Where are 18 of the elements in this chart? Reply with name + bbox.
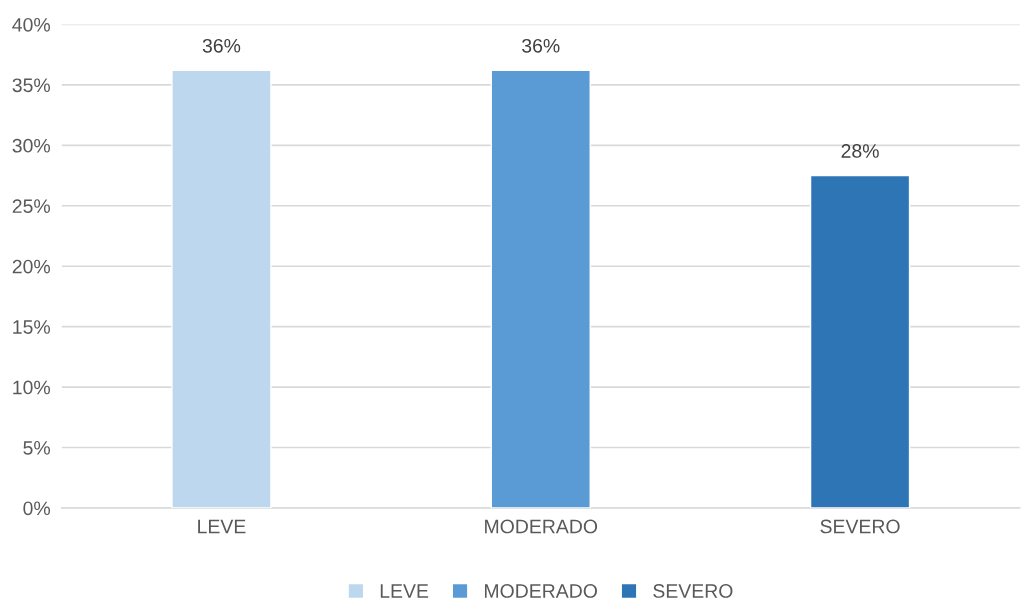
x-tick-label: LEVE xyxy=(198,519,246,534)
data-label: 28% xyxy=(841,144,879,158)
x-tick-label: SEVERO xyxy=(820,519,900,534)
y-tick-label: 15% xyxy=(13,320,50,334)
y-tick-label: 25% xyxy=(12,199,50,214)
legend-label: LEVE xyxy=(380,584,429,598)
y-tick-label: 40% xyxy=(12,17,50,32)
legend-label: MODERADO xyxy=(484,584,597,598)
data-label: 36% xyxy=(202,38,241,53)
y-tick-label: 30% xyxy=(12,138,50,153)
data-label: 36% xyxy=(522,38,560,53)
y-tick-label: 0% xyxy=(23,501,50,516)
x-tick-label: MODERADO xyxy=(485,519,598,534)
y-tick-label: 5% xyxy=(23,441,50,455)
legend-label: SEVERO xyxy=(653,584,733,598)
y-tick-label: 35% xyxy=(12,78,50,93)
y-tick-label: 10% xyxy=(13,380,50,395)
y-tick-label: 20% xyxy=(12,259,50,274)
